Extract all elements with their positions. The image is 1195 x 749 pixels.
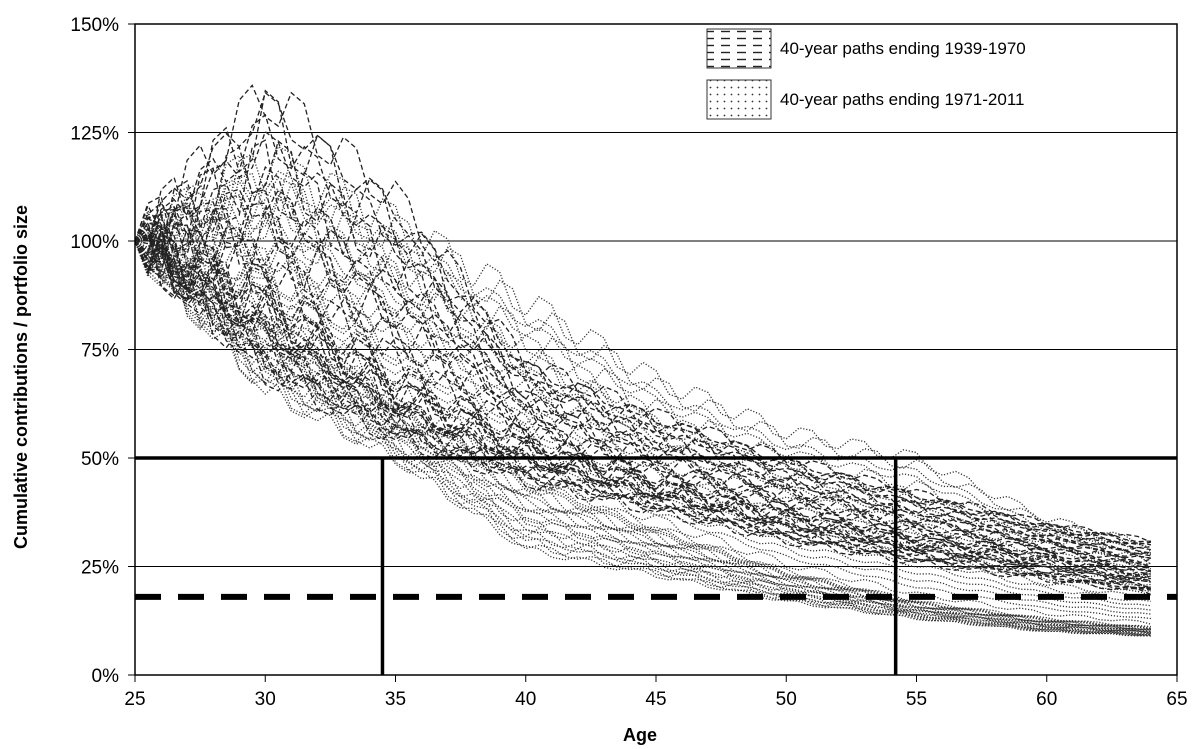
series-dotted-path [134, 240, 1151, 637]
x-tick-label: 60 [1036, 689, 1057, 710]
series-dashed-path [134, 91, 1151, 543]
x-tick-label: 30 [255, 689, 276, 710]
series-dotted-path [134, 235, 1151, 620]
series-dashed-path [134, 232, 1152, 580]
series-dashed-path [134, 188, 1152, 559]
x-tick-label: 25 [124, 689, 145, 710]
x-axis-ticks: 25 30 35 40 45 50 55 60 65 [124, 675, 1188, 710]
series-dotted-path [134, 224, 1151, 593]
x-tick-label: 35 [385, 689, 406, 710]
series-dashed-path [134, 228, 1151, 584]
series-dashed-path [134, 206, 1152, 564]
reference-lines [135, 456, 1177, 675]
series-dotted-path [134, 222, 1151, 601]
series-dotted-path [134, 235, 1152, 634]
series-dashed-path [134, 84, 1152, 543]
x-tick-label: 55 [906, 689, 927, 710]
series-dotted-path [134, 240, 1151, 637]
legend-label-dashed: 40-year paths ending 1939-1970 [780, 39, 1026, 58]
y-tick-label: 0% [92, 666, 120, 687]
series-dotted-path [134, 231, 1151, 628]
series-dashed-paths [134, 84, 1152, 596]
series-dotted-paths [134, 145, 1152, 637]
y-tick-label: 100% [70, 232, 119, 253]
series-dotted-path [134, 239, 1151, 631]
series-dotted-path [134, 237, 1151, 630]
legend-swatch-dotted [706, 79, 772, 120]
y-axis-title: Cumulative contributions / portfolio siz… [11, 205, 31, 549]
series-dotted-path [134, 240, 1151, 636]
series-dashed-path [134, 236, 1151, 591]
series-dashed-path [134, 113, 1152, 546]
series-dotted-path [134, 223, 1152, 625]
legend: 40-year paths ending 1939-1970 40-year p… [706, 28, 1026, 120]
y-axis-ticks: 0% 25% 50% 75% 100% 125% 150% [70, 15, 135, 687]
y-tick-label: 50% [81, 449, 119, 470]
series-dashed-path [134, 223, 1152, 567]
series-dotted-path [134, 240, 1151, 631]
series-dashed-path [134, 233, 1151, 580]
series-dashed-path [134, 139, 1152, 554]
series-dashed-path [134, 221, 1152, 569]
series-dashed-path [134, 226, 1152, 572]
x-tick-label: 50 [776, 689, 797, 710]
y-tick-label: 75% [81, 341, 119, 362]
series-dotted-path [134, 238, 1151, 630]
series-dotted-path [134, 234, 1151, 630]
series-dotted-path [134, 235, 1152, 634]
series-dashed-path [134, 166, 1151, 555]
x-tick-label: 40 [515, 689, 536, 710]
legend-swatch-dashed [706, 28, 772, 69]
series-dotted-path [134, 228, 1151, 615]
series-dashed-path [134, 232, 1152, 577]
series-dashed-path [134, 227, 1152, 590]
series-dashed-path [134, 139, 1152, 552]
series-dotted-path [134, 172, 1152, 565]
series-dashed-path [134, 232, 1152, 596]
series-dotted-path [134, 228, 1151, 611]
x-tick-label: 65 [1166, 689, 1187, 710]
series-dotted-path [134, 176, 1152, 560]
series-dashed-path [134, 221, 1152, 569]
series-dashed-path [134, 235, 1151, 582]
series-dotted-path [134, 170, 1152, 556]
series-dotted-path [134, 225, 1152, 596]
series-dashed-path [134, 239, 1151, 590]
series-dashed-path [134, 240, 1151, 588]
series-dashed-path [134, 188, 1152, 557]
series-dotted-path [134, 240, 1151, 635]
y-tick-label: 125% [70, 124, 119, 145]
series-dashed-path [134, 227, 1152, 576]
series-dotted-path [134, 181, 1151, 566]
series-dashed-path [134, 217, 1152, 572]
series-dotted-path [134, 232, 1152, 633]
x-axis-title: Age [623, 725, 657, 745]
y-tick-label: 150% [70, 15, 119, 36]
legend-label-dotted: 40-year paths ending 1971-2011 [780, 90, 1024, 109]
y-tick-label: 25% [81, 558, 119, 579]
x-tick-label: 45 [645, 689, 666, 710]
series-dashed-path [134, 240, 1151, 589]
series-dotted-path [134, 217, 1151, 587]
